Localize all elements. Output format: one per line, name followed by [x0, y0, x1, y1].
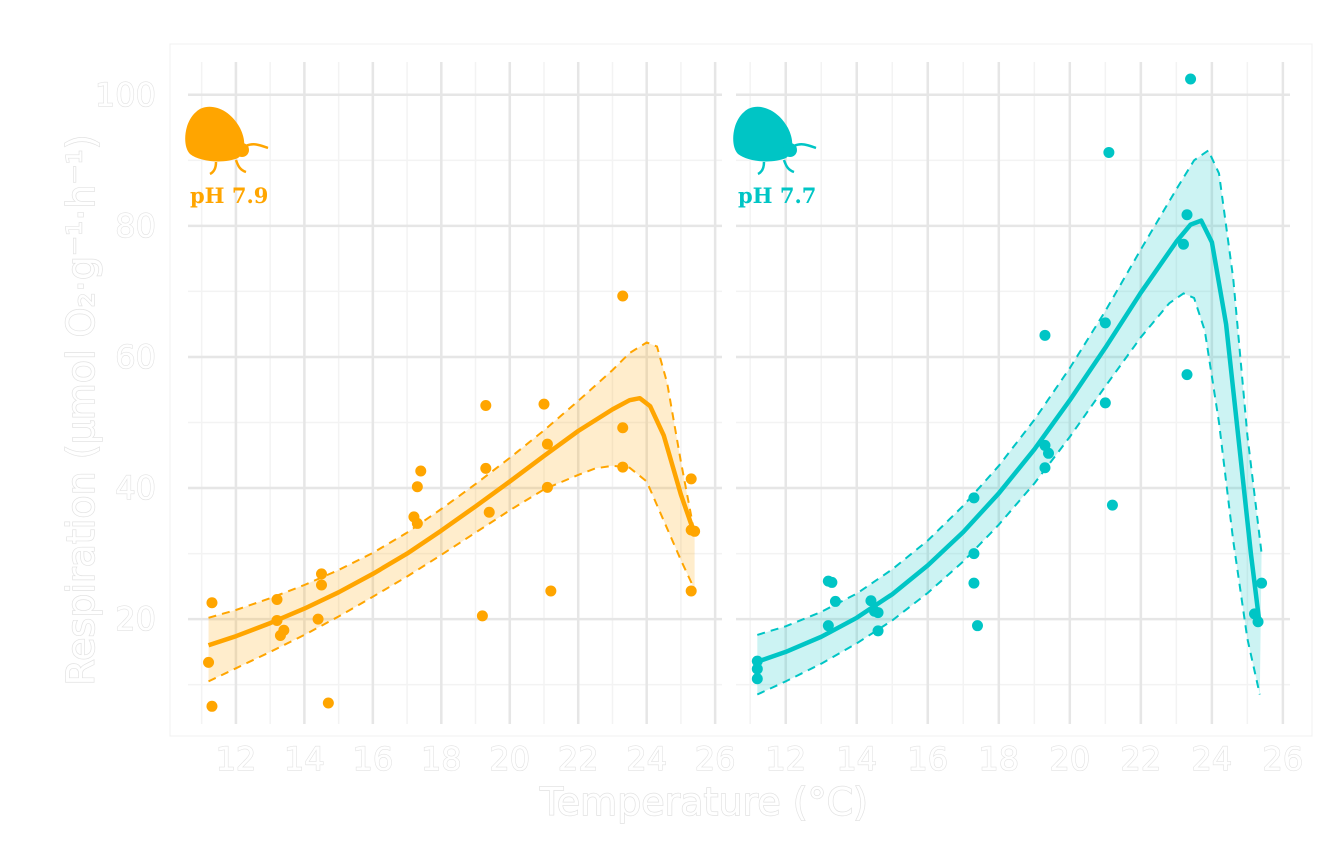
data-point — [685, 585, 697, 597]
data-point — [480, 399, 492, 411]
data-point — [411, 517, 423, 529]
data-point — [476, 610, 488, 622]
x-tick-label: 26 — [1263, 740, 1304, 778]
confidence-band — [757, 150, 1262, 695]
data-point — [1185, 73, 1197, 85]
x-axis: 12 14 16 18 20 22 24 26 12 14 16 18 20 22 24 26 — [215, 739, 1304, 778]
data-point — [751, 673, 763, 685]
data-point — [1039, 329, 1051, 341]
panel-label: pH 7.9 — [190, 183, 268, 208]
data-point — [872, 625, 884, 637]
data-point — [617, 461, 629, 473]
data-point — [751, 655, 763, 667]
ci-upper-line — [208, 341, 696, 619]
data-point — [1181, 209, 1193, 221]
x-axis-title: Temperature (°C) — [539, 780, 868, 824]
data-point — [545, 585, 557, 597]
data-point — [411, 481, 423, 493]
fit-line — [207, 395, 697, 648]
y-tick-label: 100 — [95, 76, 156, 114]
data-point — [316, 579, 327, 591]
data-point — [822, 620, 834, 632]
y-tick-label: 80 — [115, 207, 156, 245]
data-point — [865, 595, 877, 607]
x-tick-label: 20 — [489, 740, 530, 778]
x-tick-label: 24 — [626, 740, 667, 778]
x-tick-label: 16 — [352, 740, 393, 778]
data-point — [1256, 577, 1268, 589]
panel-1: pH 7.9 — [185, 62, 722, 724]
data-point — [617, 422, 629, 434]
ci-upper-line — [757, 149, 1263, 636]
data-point — [685, 473, 697, 485]
panels-layer: pH 7.9 pH 7.7 — [185, 62, 1290, 724]
data-point — [1248, 608, 1260, 620]
data-point — [968, 548, 980, 560]
x-tick-label: 18 — [421, 740, 462, 778]
y-tick-label: 20 — [115, 600, 156, 638]
data-point — [1103, 146, 1115, 158]
data-point — [415, 465, 427, 477]
x-tick-label: 22 — [558, 740, 599, 778]
data-point — [826, 576, 838, 588]
grid — [736, 62, 1290, 724]
data-point — [1043, 447, 1055, 459]
y-tick-label: 40 — [115, 469, 156, 507]
data-point — [322, 697, 334, 709]
ci-lower-line — [756, 292, 1261, 696]
data-point — [968, 492, 980, 504]
grid — [188, 62, 722, 724]
data-point — [968, 577, 980, 589]
data-point — [1106, 499, 1118, 511]
data-point — [617, 290, 629, 302]
data-point — [483, 506, 495, 518]
data-point — [541, 438, 553, 450]
x-tick-label: 18 — [978, 740, 1019, 778]
data-point — [206, 597, 218, 609]
data-point — [312, 613, 324, 625]
x-tick-label: 24 — [1192, 740, 1233, 778]
panel-background — [188, 62, 722, 724]
y-tick-label: 60 — [115, 338, 156, 376]
x-tick-label: 22 — [1120, 740, 1161, 778]
data-point — [1039, 462, 1051, 474]
data-point — [1181, 369, 1193, 381]
data-point — [271, 593, 283, 605]
data-point — [829, 595, 841, 607]
x-tick-label: 12 — [216, 740, 257, 778]
data-point — [872, 607, 884, 619]
y-axis-title: Respiration (µmol O₂·g⁻¹·h⁻¹) — [59, 134, 103, 685]
fit-line — [756, 218, 1263, 664]
beetle-icon — [185, 106, 269, 176]
data-point — [206, 700, 218, 712]
x-tick-label: 26 — [695, 740, 736, 778]
beetle-icon — [733, 106, 817, 176]
x-tick-label: 20 — [1049, 740, 1090, 778]
x-tick-label: 12 — [765, 740, 806, 778]
panel-background — [736, 62, 1290, 724]
data-point — [278, 624, 290, 636]
panel-2: pH 7.7 — [733, 62, 1290, 724]
data-point — [1177, 238, 1189, 250]
x-tick-label: 16 — [907, 740, 948, 778]
x-tick-label: 14 — [836, 740, 877, 778]
panel-label: pH 7.7 — [738, 183, 816, 208]
data-point — [203, 656, 215, 668]
data-point — [971, 620, 983, 632]
data-point — [480, 462, 492, 474]
y-axis: 20 40 60 80 100 — [94, 75, 156, 639]
data-point — [316, 568, 327, 580]
x-tick-label: 14 — [284, 740, 325, 778]
data-point — [271, 614, 283, 626]
data-point — [541, 481, 553, 493]
data-point — [538, 398, 550, 410]
data-point — [689, 525, 701, 537]
data-point — [751, 663, 763, 675]
data-point — [1099, 397, 1111, 409]
data-point — [1099, 317, 1111, 329]
